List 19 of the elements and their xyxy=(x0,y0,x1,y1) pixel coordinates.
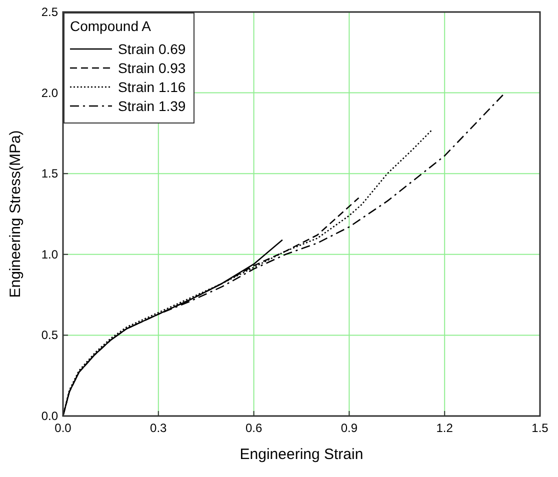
legend-label: Strain 1.16 xyxy=(118,79,186,95)
legend-label: Strain 1.39 xyxy=(118,98,186,114)
x-tick-label: 1.2 xyxy=(436,421,454,435)
x-tick-label: 0.9 xyxy=(340,421,358,435)
y-axis-title: Engineering Stress(MPa) xyxy=(7,130,24,298)
x-tick-label: 0.0 xyxy=(54,421,72,435)
legend-label: Strain 0.69 xyxy=(118,41,186,57)
y-tick-label: 2.0 xyxy=(41,86,58,100)
y-tick-label: 1.0 xyxy=(41,247,58,262)
y-tick-label: 1.5 xyxy=(41,166,58,181)
x-tick-label: 0.6 xyxy=(245,421,262,435)
y-tick-label: 2.5 xyxy=(41,5,58,19)
legend-title: Compound A xyxy=(70,18,152,34)
x-tick-label: 1.5 xyxy=(532,421,549,435)
y-tick-label: 0.5 xyxy=(41,328,58,342)
y-tick-label: 0.0 xyxy=(41,409,58,423)
legend-label: Strain 0.93 xyxy=(118,60,186,76)
x-axis-title: Engineering Strain xyxy=(240,446,364,463)
x-tick-label: 0.3 xyxy=(150,421,168,435)
